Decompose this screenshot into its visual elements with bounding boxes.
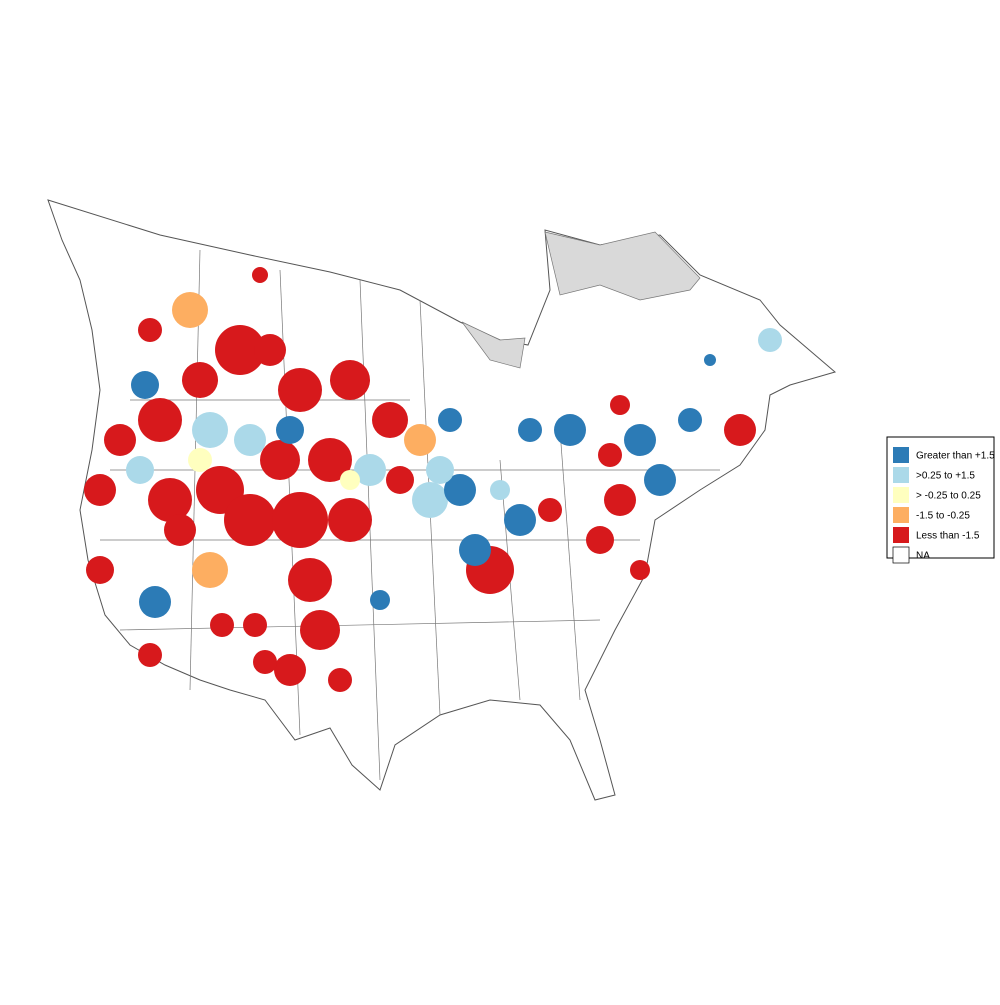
legend-swatch [892, 546, 910, 564]
value-patch [604, 484, 636, 516]
value-patch [288, 558, 332, 602]
value-patch [404, 424, 436, 456]
value-patch [644, 464, 676, 496]
value-patch [252, 267, 268, 283]
value-patch [210, 613, 234, 637]
value-patch [254, 334, 286, 366]
value-patch [328, 498, 372, 542]
value-patch [724, 414, 756, 446]
value-patch [459, 534, 491, 566]
value-patch [192, 412, 228, 448]
value-patch [253, 650, 277, 674]
value-patch [554, 414, 586, 446]
legend-label: Less than -1.5 [916, 531, 980, 542]
value-patch [274, 654, 306, 686]
value-patch [243, 613, 267, 637]
legend-label: > -0.25 to 0.25 [916, 491, 981, 502]
value-patch [704, 354, 716, 366]
value-patch [444, 474, 476, 506]
value-patch [104, 424, 136, 456]
value-patch [272, 492, 328, 548]
value-patch [164, 514, 196, 546]
legend-swatch [893, 467, 909, 483]
value-patch [86, 556, 114, 584]
legend-label: -1.5 to -0.25 [916, 511, 970, 522]
value-patch [412, 482, 448, 518]
value-patch [490, 480, 510, 500]
value-patch [372, 402, 408, 438]
value-patch [172, 292, 208, 328]
value-patch [308, 438, 352, 482]
legend-swatch [893, 447, 909, 463]
value-patches [84, 267, 782, 692]
value-patch [182, 362, 218, 398]
na-region [544, 231, 701, 301]
value-patch [328, 668, 352, 692]
legend-swatch [893, 527, 909, 543]
legend-label: >0.25 to +1.5 [916, 471, 975, 482]
value-patch [260, 440, 300, 480]
value-patch [598, 443, 622, 467]
value-patch [138, 643, 162, 667]
value-patch [276, 416, 304, 444]
value-patch [138, 398, 182, 442]
value-patch [538, 498, 562, 522]
value-patch [278, 368, 322, 412]
value-patch [138, 318, 162, 342]
legend-swatch [893, 487, 909, 503]
value-patch [188, 448, 212, 472]
value-patch [354, 454, 386, 486]
value-patch [300, 610, 340, 650]
value-patch [624, 424, 656, 456]
value-patch [340, 470, 360, 490]
value-patch [139, 586, 171, 618]
value-patch [84, 474, 116, 506]
value-patch [426, 456, 454, 484]
legend-label: NA [916, 551, 930, 562]
legend: Greater than +1.5 >0.25 to +1.5 > -0.25 to… [886, 436, 995, 564]
value-patch [215, 325, 265, 375]
legend-label: Greater than +1.5 [916, 451, 995, 462]
value-patch [330, 360, 370, 400]
legend-swatch [893, 507, 909, 523]
value-patch [504, 504, 536, 536]
value-patch [518, 418, 542, 442]
legend-items: Greater than +1.5 >0.25 to +1.5 > -0.25 to… [892, 447, 995, 564]
value-patch [131, 371, 159, 399]
value-patch [630, 560, 650, 580]
value-patch [678, 408, 702, 432]
value-patch [586, 526, 614, 554]
value-patch [438, 408, 462, 432]
value-patch [126, 456, 154, 484]
value-patch [148, 478, 192, 522]
value-patch [234, 424, 266, 456]
value-patch [224, 494, 276, 546]
value-patch [758, 328, 782, 352]
value-patch [610, 395, 630, 415]
na-region [461, 321, 526, 369]
value-patch [370, 590, 390, 610]
value-patch [192, 552, 228, 588]
value-patch [386, 466, 414, 494]
